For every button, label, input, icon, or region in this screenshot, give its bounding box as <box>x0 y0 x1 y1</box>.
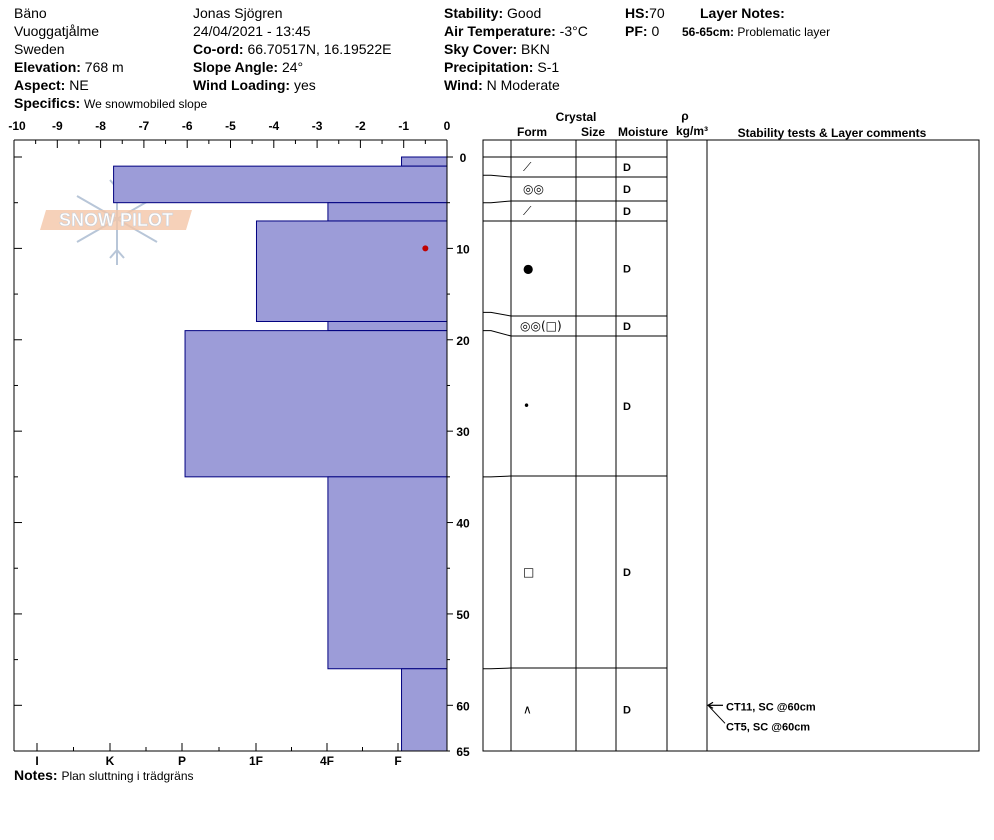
moisture-value: D <box>623 264 631 276</box>
datetime: 24/04/2021 - 13:45 <box>193 23 311 39</box>
stability: Stability: Good <box>444 5 542 21</box>
depth-tick-label: 40 <box>456 517 470 531</box>
temperature-tick-label: -7 <box>139 119 150 133</box>
moisture-value: D <box>623 401 631 413</box>
layer-note: 56-65cm: Problematic layer <box>682 25 831 39</box>
moisture-value: D <box>623 705 631 717</box>
temperature-tick-label: -10 <box>8 119 26 133</box>
location: Bäno <box>14 5 47 21</box>
depth-connector <box>483 200 512 204</box>
hardness-tick-label: F <box>394 754 401 768</box>
depth-tick-label: 60 <box>456 699 470 713</box>
depth-connector <box>483 475 512 478</box>
hardness-bar <box>184 330 448 478</box>
temperature-point <box>422 245 429 252</box>
depth-connector <box>483 330 512 337</box>
crystal-header: Crystal <box>556 110 597 124</box>
layer-notes-label: Layer Notes: <box>700 5 785 21</box>
temperature-tick-label: 0 <box>444 119 451 133</box>
aspect: Aspect: NE <box>14 77 89 93</box>
moisture-value: D <box>623 321 631 333</box>
sky-cover: Sky Cover: BKN <box>444 41 550 57</box>
moisture-header: Moisture <box>618 125 668 139</box>
stability-arrowhead <box>707 701 714 709</box>
slope-angle: Slope Angle: 24° <box>193 59 304 75</box>
wind-loading: Wind Loading: yes <box>193 77 316 93</box>
moisture-value: D <box>623 567 631 579</box>
temperature-tick-label: -6 <box>182 119 193 133</box>
snowpilot-logo: SNOW PILOT <box>40 173 192 265</box>
grain-form: • <box>523 399 530 413</box>
depth-tick-label: 0 <box>460 151 467 165</box>
pf: PF: 0 <box>625 23 660 39</box>
depth-tick-label: 30 <box>456 425 470 439</box>
depth-connector <box>483 667 512 670</box>
wind: Wind: N Moderate <box>444 77 560 93</box>
form-header: Form <box>517 125 547 139</box>
hardness-tick-label: P <box>178 754 186 768</box>
stability-test-label: CT5, SC @60cm <box>726 721 810 733</box>
hardness-bar <box>255 220 448 322</box>
hardness-bar <box>327 320 448 332</box>
temperature-tick-label: -5 <box>225 119 236 133</box>
precipitation: Precipitation: S-1 <box>444 59 560 75</box>
specifics: Specifics: We snowmobiled slope <box>14 95 208 111</box>
moisture-value: D <box>623 206 631 218</box>
depth-connector <box>483 311 512 317</box>
temperature-tick-label: -1 <box>398 119 409 133</box>
stability-test-label: CT11, SC @60cm <box>726 701 816 713</box>
region: Vuoggatjålme <box>14 23 100 39</box>
hardness-bar <box>401 668 448 752</box>
depth-tick-label: 50 <box>456 608 470 622</box>
grain-form: ⟋ <box>523 204 532 218</box>
hardness-bar <box>401 156 448 167</box>
depth-tick-label: 10 <box>456 242 470 256</box>
depth-tick-label: 20 <box>456 334 470 348</box>
hardness-bar <box>113 165 448 204</box>
logo-text: SNOW PILOT <box>59 210 173 230</box>
country: Sweden <box>14 41 65 57</box>
depth-connector <box>483 174 512 178</box>
temperature-tick-label: -9 <box>52 119 63 133</box>
depth-tick-label: 65 <box>456 745 470 759</box>
grain-form: ◎◎ <box>523 182 544 196</box>
density-unit: kg/m³ <box>676 124 708 138</box>
coordinates: Co-ord: 66.70517N, 16.19522E <box>193 41 392 57</box>
air-temperature: Air Temperature: -3°C <box>444 23 588 39</box>
grain-form: ◎◎(□) <box>520 319 562 333</box>
hardness-tick-label: I <box>35 754 38 768</box>
temperature-tick-label: -2 <box>355 119 366 133</box>
stability-arrow <box>707 704 726 724</box>
density-symbol: ρ <box>681 109 688 123</box>
hardness-tick-label: 1F <box>249 754 263 768</box>
hardness-tick-label: K <box>106 754 115 768</box>
hardness-bar <box>327 476 448 670</box>
notes: Notes: Plan sluttning i trädgräns <box>14 767 194 783</box>
hs: HS:70 <box>625 5 665 21</box>
hardness-bar <box>327 202 448 222</box>
grain-form: ⟋ <box>523 160 532 174</box>
grain-form: ∧ <box>523 703 532 717</box>
size-header: Size <box>581 125 605 139</box>
temperature-tick-label: -3 <box>312 119 323 133</box>
elevation: Elevation: 768 m <box>14 59 124 75</box>
hardness-tick-label: 4F <box>320 754 334 768</box>
grain-form: ● <box>523 262 533 276</box>
observer: Jonas Sjögren <box>193 5 283 21</box>
moisture-value: D <box>623 162 631 174</box>
moisture-value: D <box>623 184 631 196</box>
temperature-tick-label: -4 <box>268 119 279 133</box>
layer-table-frame <box>482 139 980 752</box>
temperature-tick-label: -8 <box>95 119 106 133</box>
stability-header: Stability tests & Layer comments <box>738 126 927 140</box>
grain-form: □ <box>523 565 534 579</box>
